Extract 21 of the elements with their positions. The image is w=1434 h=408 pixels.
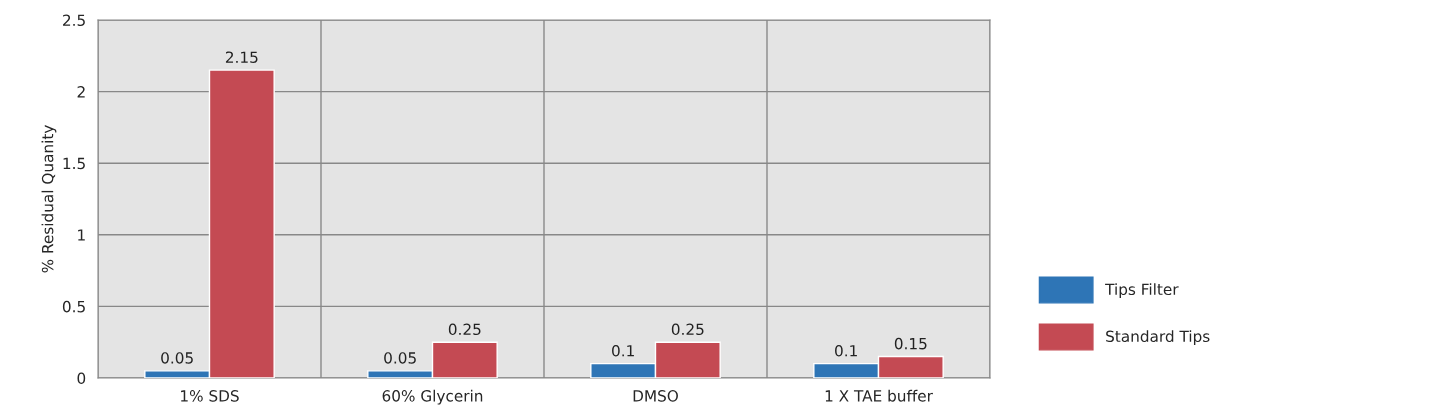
y-tick-label: 2 (77, 86, 85, 98)
y-tick-label: 0.5 (62, 300, 85, 313)
data-label: 0.05 (161, 352, 193, 364)
data-label: 0.25 (448, 323, 481, 336)
x-tick-label: 1% SDS (181, 390, 239, 402)
data-label: 0.15 (894, 337, 927, 350)
x-tick-label: 60% Glycerin (382, 389, 483, 405)
data-label: 0.25 (671, 323, 704, 336)
y-tick-label: 1 (78, 229, 85, 241)
data-label: 2.15 (225, 51, 258, 63)
data-label: 0.1 (835, 345, 857, 357)
data-label: 0.1 (612, 345, 634, 357)
legend-label: Standard Tips (1106, 330, 1210, 345)
x-tick-label: DMSO (633, 390, 678, 402)
y-axis-title: % Residual Quanity (41, 125, 57, 273)
y-tick-label: 0 (77, 372, 86, 385)
y-tick-label: 1.5 (63, 157, 85, 170)
data-label: 0.05 (384, 352, 416, 364)
y-tick-label: 2.5 (63, 14, 85, 27)
x-tick-label: 1 X TAE buffer (825, 389, 933, 402)
legend-label: Tips Filter (1105, 283, 1179, 299)
